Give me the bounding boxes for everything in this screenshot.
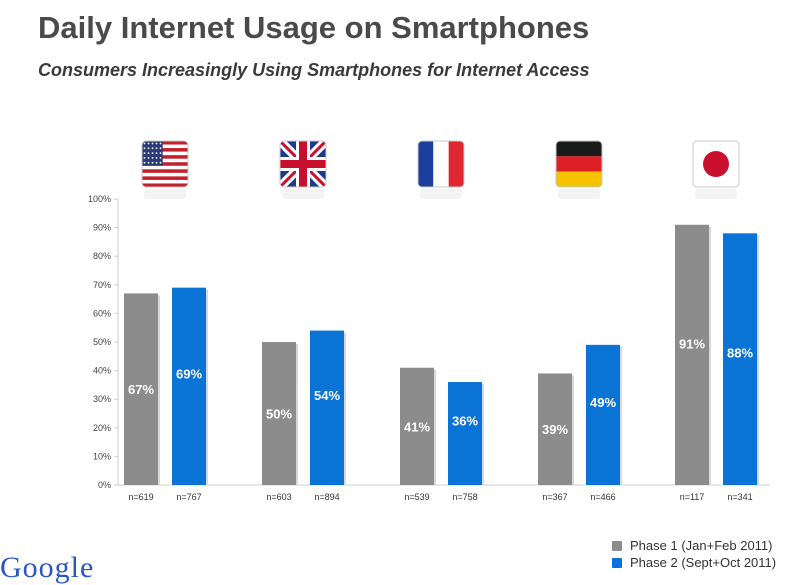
legend-entry-phase-1: Phase 1 (Jan+Feb 2011) (612, 537, 776, 554)
data-label-united-kingdom-phase-1: 50% (266, 407, 292, 422)
legend-swatch-phase-1 (612, 540, 622, 551)
data-label-united-states-phase-2: 69% (176, 366, 202, 381)
bar-shadow (620, 346, 622, 485)
bar-shadow (434, 369, 436, 485)
uk-flag-icon (279, 140, 327, 199)
bar-shadow (572, 375, 574, 485)
bar-germany-phase-1 (538, 373, 572, 485)
y-tick-label: 40% (93, 366, 111, 376)
sample-size-germany-phase-2: n=466 (590, 492, 615, 502)
bar-united-states-phase-2 (172, 287, 206, 485)
chart-legend: Phase 1 (Jan+Feb 2011) Phase 2 (Sept+Oct… (612, 537, 776, 571)
sample-size-france-phase-1: n=539 (404, 492, 429, 502)
y-tick-label: 50% (93, 337, 111, 347)
bar-shadow (344, 332, 346, 485)
germany-flag-icon (555, 140, 603, 199)
data-label-japan-phase-1: 91% (679, 337, 705, 352)
data-label-japan-phase-2: 88% (727, 345, 753, 360)
y-tick-label: 70% (93, 280, 111, 290)
y-tick-label: 100% (88, 194, 111, 204)
bar-shadow (296, 344, 298, 485)
y-tick-label: 10% (93, 451, 111, 461)
bar-shadow (482, 384, 484, 485)
sample-size-japan-phase-1: n=117 (680, 492, 705, 502)
y-tick-label: 30% (93, 394, 111, 404)
bar-france-phase-1 (400, 367, 434, 485)
bar-united-kingdom-phase-2 (310, 330, 344, 485)
bar-shadow (158, 295, 160, 485)
japan-flag-icon (692, 140, 740, 199)
sample-size-united-states-phase-1: n=619 (128, 492, 153, 502)
bar-united-kingdom-phase-1 (262, 342, 296, 485)
data-label-germany-phase-1: 39% (542, 422, 568, 437)
data-label-germany-phase-2: 49% (590, 395, 616, 410)
bar-shadow (757, 235, 759, 485)
page-title: Daily Internet Usage on Smartphones (38, 10, 590, 45)
y-tick-label: 90% (93, 223, 111, 233)
us-flag-icon (141, 140, 189, 199)
y-tick-label: 60% (93, 308, 111, 318)
data-label-france-phase-2: 36% (452, 414, 478, 429)
sample-size-united-states-phase-2: n=767 (176, 492, 201, 502)
bar-shadow (709, 226, 711, 486)
bar-japan-phase-1 (675, 224, 709, 486)
sample-size-germany-phase-1: n=367 (542, 492, 567, 502)
bar-shadow (206, 289, 208, 485)
france-flag-icon (417, 140, 465, 199)
bar-japan-phase-2 (723, 233, 757, 485)
bar-france-phase-2 (448, 382, 482, 485)
bar-germany-phase-2 (586, 344, 620, 485)
legend-label-phase-2: Phase 2 (Sept+Oct 2011) (630, 555, 777, 570)
legend-entry-phase-2: Phase 2 (Sept+Oct 2011) (612, 554, 776, 571)
legend-label-phase-1: Phase 1 (Jan+Feb 2011) (630, 538, 773, 553)
data-label-united-kingdom-phase-2: 54% (314, 388, 340, 403)
page-subtitle: Consumers Increasingly Using Smartphones… (38, 60, 590, 80)
y-tick-label: 0% (98, 480, 111, 490)
bar-united-states-phase-1 (124, 293, 158, 485)
data-label-united-states-phase-1: 67% (128, 382, 154, 397)
data-label-france-phase-1: 41% (404, 419, 430, 434)
sample-size-united-kingdom-phase-1: n=603 (266, 492, 291, 502)
sample-size-japan-phase-2: n=341 (727, 492, 752, 502)
sample-size-france-phase-2: n=758 (452, 492, 477, 502)
y-tick-label: 80% (93, 251, 111, 261)
y-tick-label: 20% (93, 423, 111, 433)
legend-swatch-phase-2 (612, 557, 622, 568)
sample-size-united-kingdom-phase-2: n=894 (314, 492, 339, 502)
google-logo: Google (0, 551, 95, 584)
